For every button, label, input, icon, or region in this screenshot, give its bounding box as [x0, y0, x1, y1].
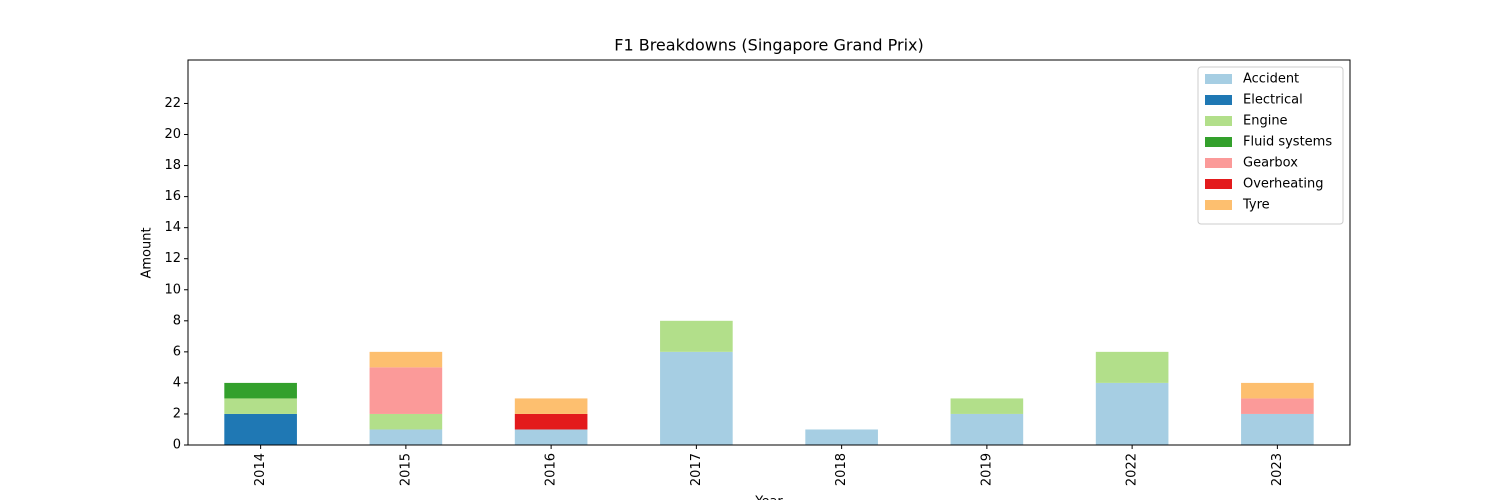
y-tick-label: 18 — [164, 158, 181, 173]
legend-swatch — [1205, 200, 1232, 210]
bar-segment — [805, 429, 878, 445]
x-tick-label: 2019 — [979, 453, 994, 486]
bar-segment — [369, 413, 443, 430]
y-tick-label: 14 — [164, 220, 181, 235]
bar-segment — [224, 398, 297, 414]
legend-swatch — [1205, 95, 1232, 105]
bar-segment — [950, 398, 1024, 414]
bar-segment — [369, 367, 443, 414]
y-tick-label: 8 — [173, 313, 181, 328]
bar-segment — [1241, 413, 1314, 445]
chart-title: F1 Breakdowns (Singapore Grand Prix) — [614, 36, 924, 55]
legend-swatch — [1205, 116, 1232, 126]
y-tick-label: 2 — [173, 406, 181, 421]
bar-segment — [224, 413, 297, 445]
bar-segment — [1241, 382, 1314, 399]
y-tick-label: 16 — [164, 189, 181, 204]
legend-label: Electrical — [1243, 93, 1303, 108]
legend-swatch — [1205, 179, 1232, 189]
bar-segment — [1095, 351, 1169, 383]
bar-segment — [514, 398, 588, 414]
x-tick-label: 2015 — [398, 453, 413, 486]
legend-swatch — [1205, 74, 1232, 84]
y-tick-label: 20 — [164, 127, 181, 142]
y-tick-label: 0 — [173, 438, 181, 453]
bar-segment — [224, 382, 297, 399]
bar-segment — [369, 351, 443, 368]
bar-segment — [514, 413, 588, 430]
bar-segment — [1241, 398, 1314, 414]
y-tick-label: 10 — [164, 282, 181, 297]
y-tick-label: 12 — [164, 251, 181, 266]
legend-label: Engine — [1243, 114, 1288, 129]
plot-frame — [187, 59, 1351, 446]
x-tick-label: 2017 — [689, 453, 704, 486]
x-tick-label: 2022 — [1125, 453, 1140, 486]
bar-segment — [950, 413, 1024, 445]
legend-label: Fluid systems — [1243, 135, 1332, 150]
legend-swatch — [1205, 158, 1232, 168]
legend-box — [1197, 66, 1344, 225]
x-axis-label: Year — [754, 495, 783, 500]
legend-label: Accident — [1243, 72, 1299, 87]
x-tick-label: 2016 — [544, 453, 559, 486]
bar-segment — [660, 320, 733, 352]
bar-segment — [660, 351, 733, 445]
legend-label: Gearbox — [1243, 156, 1298, 171]
x-tick-label: 2014 — [253, 453, 268, 486]
bar-segment — [514, 429, 588, 445]
bar-segment — [1095, 382, 1169, 445]
x-tick-label: 2018 — [834, 453, 849, 486]
y-tick-label: 4 — [173, 375, 181, 390]
y-tick-label: 6 — [173, 344, 181, 359]
y-tick-label: 22 — [164, 96, 181, 111]
legend-label: Tyre — [1242, 198, 1270, 213]
y-axis-label: Amount — [140, 227, 155, 278]
bar-segment — [369, 429, 443, 445]
x-tick-label: 2023 — [1270, 453, 1285, 486]
legend-swatch — [1205, 137, 1232, 147]
legend-label: Overheating — [1243, 177, 1323, 192]
